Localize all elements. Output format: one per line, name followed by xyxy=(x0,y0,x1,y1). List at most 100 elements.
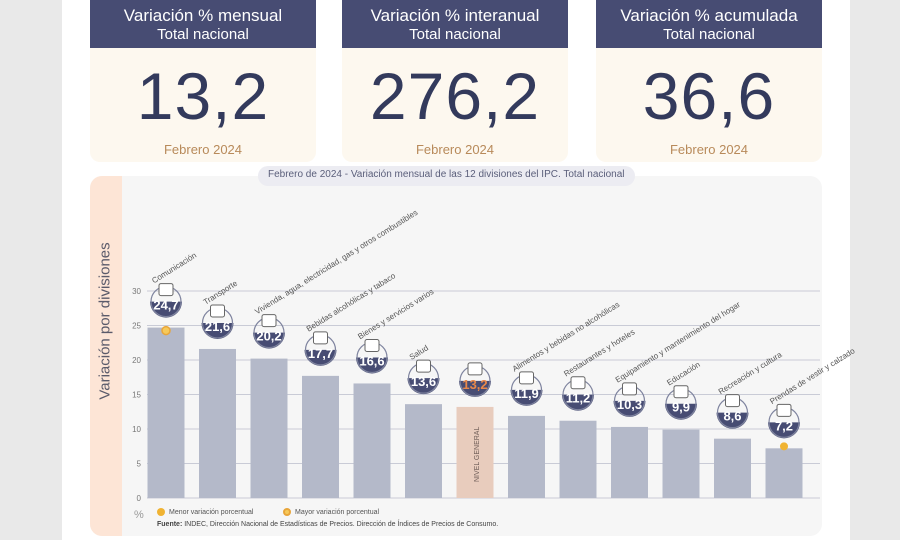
card-header: Variación % acumulada Total nacional xyxy=(596,0,822,48)
bar xyxy=(662,429,700,498)
card-value: 276,2 xyxy=(369,59,541,133)
card-subtitle: Total nacional xyxy=(663,26,755,43)
card-subtitle: Total nacional xyxy=(157,26,249,43)
data-label: 21,6 xyxy=(205,319,230,334)
bar xyxy=(611,426,648,498)
cutlery-icon xyxy=(570,376,586,390)
value-badge xyxy=(356,357,388,374)
value-badge xyxy=(562,394,594,411)
x-tick-label: Comunicación xyxy=(150,251,198,286)
card-header: Variación % interanual Total nacional xyxy=(342,0,568,48)
value-badge xyxy=(768,422,800,439)
value-badge xyxy=(665,403,697,420)
ylabel-strip xyxy=(90,176,122,536)
card-subtitle: Total nacional xyxy=(409,26,501,43)
source-note: Fuente: INDEC, Dirección Nacional de Est… xyxy=(157,521,498,528)
legend-min: Menor variación porcentual xyxy=(157,508,253,516)
data-label: 13,2 xyxy=(462,377,487,392)
value-badge xyxy=(716,412,749,429)
card-header: Variación % mensual Total nacional xyxy=(90,0,316,48)
sun-umbrella-icon xyxy=(725,394,740,408)
bar xyxy=(714,438,751,498)
y-tick-label: 5 xyxy=(137,460,142,469)
card-date: Febrero 2024 xyxy=(415,142,495,157)
legend-max-label: Mayor variación porcentual xyxy=(295,508,380,516)
card-accumulated: Variación % acumulada Total nacional 36,… xyxy=(596,0,822,162)
x-tick-label: Educación xyxy=(665,360,701,387)
bar-general xyxy=(456,406,494,498)
appliance-icon xyxy=(622,382,637,396)
data-label: 17,7 xyxy=(308,346,333,361)
shirt-icon xyxy=(776,403,792,417)
value-badge xyxy=(407,378,440,395)
x-tick-label: Recreación y cultura xyxy=(717,350,784,397)
card-title: Variación % mensual xyxy=(123,6,283,25)
legend-max: Mayor variación porcentual xyxy=(283,508,379,516)
y-tick-label: 20 xyxy=(132,356,141,365)
x-tick-label: Transporte xyxy=(202,278,240,306)
bar xyxy=(508,415,545,498)
data-label: 10,3 xyxy=(617,397,642,412)
food-icon xyxy=(519,371,534,385)
x-tick-label: NIVEL GENERAL xyxy=(474,427,481,482)
data-label: 16,6 xyxy=(359,353,384,368)
data-label: 9,9 xyxy=(672,400,690,415)
card-title: Variación % interanual xyxy=(370,6,540,25)
data-label: 8,6 xyxy=(723,409,741,424)
data-label: 24,7 xyxy=(153,298,178,313)
phone-icon xyxy=(158,283,174,297)
x-tick-label: Vivienda, agua, electricidad, gas y otro… xyxy=(253,208,419,316)
bar xyxy=(250,358,288,498)
y-tick-label: 0 xyxy=(137,494,142,503)
data-label: 11,9 xyxy=(514,386,539,401)
legend-min-label: Menor variación porcentual xyxy=(169,508,254,516)
card-date: Febrero 2024 xyxy=(669,142,749,157)
bar xyxy=(765,448,803,498)
card-interannual: Variación % interanual Total nacional 27… xyxy=(342,0,568,162)
y-tick-label: 15 xyxy=(132,391,141,400)
card-date: Febrero 2024 xyxy=(163,142,243,157)
car-icon xyxy=(210,304,225,318)
max-marker xyxy=(161,325,171,336)
x-tick-label: Salud xyxy=(408,343,430,361)
data-label: 20,2 xyxy=(256,329,281,344)
card-title: Variación % acumulada xyxy=(620,6,798,25)
min-marker-icon xyxy=(157,508,165,516)
value-badge xyxy=(510,389,543,406)
y-tick-label: 30 xyxy=(132,287,141,296)
bar xyxy=(559,420,597,498)
card-monthly: Variación % mensual Total nacional 13,2 … xyxy=(90,0,316,162)
card-value: 13,2 xyxy=(136,59,270,133)
y-tick-label: 10 xyxy=(132,425,141,434)
value-badge xyxy=(459,380,491,397)
value-badge xyxy=(150,301,182,318)
bar xyxy=(405,404,442,498)
data-label: 11,2 xyxy=(566,391,591,406)
max-marker-icon xyxy=(283,508,291,516)
bar xyxy=(302,375,339,498)
first-aid-icon xyxy=(416,359,431,373)
bar xyxy=(353,383,391,498)
x-tick-label: Alimentos y bebidas no alcohólicas xyxy=(511,300,621,374)
book-icon xyxy=(673,385,689,399)
source-label: Fuente: xyxy=(157,521,183,528)
value-badge xyxy=(613,400,646,417)
bottle-icon xyxy=(313,331,328,345)
bar xyxy=(199,348,236,498)
comb-icon xyxy=(364,338,380,352)
data-label: 13,6 xyxy=(411,374,436,389)
data-label: 7,2 xyxy=(775,418,793,433)
min-marker xyxy=(780,442,788,451)
basket-icon xyxy=(467,362,483,376)
unit-label: % xyxy=(134,509,144,521)
value-badge xyxy=(253,332,285,349)
value-badge xyxy=(304,349,337,366)
bar xyxy=(147,327,185,498)
chart-title: Febrero de 2024 - Variación mensual de l… xyxy=(258,166,635,186)
value-badge xyxy=(201,322,234,339)
card-value: 36,6 xyxy=(642,59,776,133)
y-tick-label: 25 xyxy=(132,322,141,331)
source-text: INDEC, Dirección Nacional de Estadística… xyxy=(184,521,499,528)
bulb-icon xyxy=(261,314,277,328)
